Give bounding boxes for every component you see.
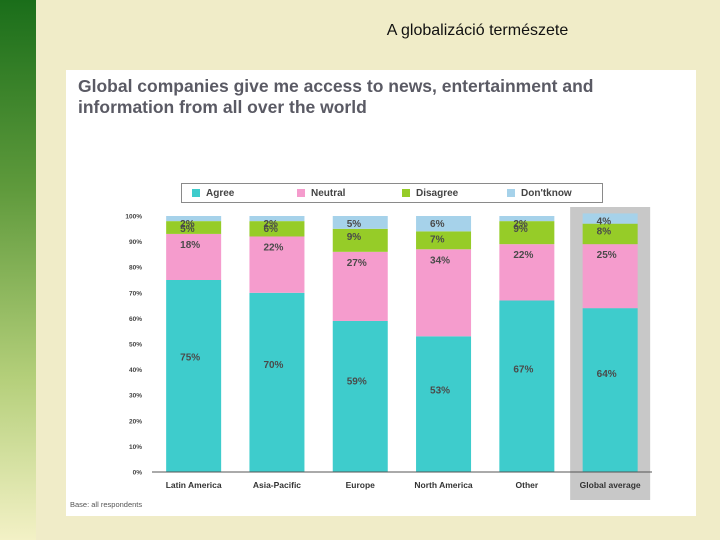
bar-data-label: 22%: [263, 242, 283, 253]
bar-segment: [332, 216, 388, 229]
legend-item-disagree: Disagree: [392, 188, 497, 199]
y-tick-label: 50%: [129, 342, 142, 349]
chart-legend: Agree Neutral Disagree Don'tknow: [181, 183, 603, 203]
bar-segment: [499, 300, 555, 472]
bar-data-label: 2%: [513, 219, 528, 230]
bar-segment: [249, 216, 305, 222]
bar-data-label: 22%: [513, 250, 533, 261]
bar-data-label: 59%: [347, 376, 367, 387]
chart-title: Global companies give me access to news,…: [78, 76, 594, 117]
bar-data-label: 8%: [597, 227, 612, 238]
bar-segment: [249, 292, 305, 472]
y-tick-label: 80%: [129, 265, 142, 272]
x-category-label: Europe: [346, 480, 376, 490]
x-category-label: North America: [414, 480, 473, 490]
bar-data-label: 4%: [597, 216, 612, 227]
bar-segment: [166, 216, 222, 222]
bar-data-label: 9%: [347, 232, 362, 243]
bar-data-label: 2%: [263, 219, 278, 230]
bar-data-label: 53%: [430, 385, 450, 396]
bar-segment: [416, 336, 472, 472]
bar-data-label: 2%: [180, 219, 195, 230]
bar-data-label: 5%: [180, 224, 195, 235]
bar-segment: [249, 236, 305, 293]
bar-data-label: 9%: [513, 224, 528, 235]
bar-segment: [499, 216, 555, 222]
slide-sidebar-gradient: [0, 0, 36, 540]
bar-data-label: 6%: [263, 224, 278, 235]
y-tick-label: 10%: [129, 444, 142, 451]
y-tick-label: 30%: [129, 393, 142, 400]
bar-segment: [582, 244, 638, 309]
x-category-label: Other: [516, 480, 539, 490]
bar-data-label: 34%: [430, 255, 450, 266]
bar-data-label: 75%: [180, 353, 200, 364]
legend-swatch-agree: [192, 189, 200, 197]
legend-label-neutral: Neutral: [311, 187, 346, 199]
legend-item-agree: Agree: [182, 188, 287, 199]
bar-data-label: 70%: [263, 360, 283, 371]
bar-segment: [416, 231, 472, 250]
bar-data-label: 64%: [597, 369, 617, 380]
y-tick-label: 70%: [129, 290, 142, 297]
bar-data-label: 6%: [430, 219, 445, 230]
legend-label-disagree: Disagree: [416, 187, 459, 199]
bar-data-label: 67%: [513, 365, 533, 376]
legend-swatch-neutral: [297, 189, 305, 197]
x-category-label: Global average: [580, 480, 641, 490]
bar-segment: [416, 249, 472, 337]
bar-segment: [249, 221, 305, 237]
bar-segment: [332, 320, 388, 472]
bar-data-label: 18%: [180, 240, 200, 251]
bar-segment: [166, 233, 222, 280]
bar-segment: [582, 213, 638, 224]
chart-footnote: Base: all respondents: [70, 500, 143, 509]
bar-segment: [582, 223, 638, 245]
y-tick-label: 20%: [129, 418, 142, 425]
bar-segment: [332, 228, 388, 252]
bar-segment: [499, 221, 555, 245]
y-tick-label: 100%: [125, 214, 142, 221]
bar-segment: [499, 244, 555, 301]
bar-data-label: 7%: [430, 234, 445, 245]
x-category-label: Asia-Pacific: [253, 480, 301, 490]
bar-segment: [166, 280, 222, 472]
legend-label-dont-know: Don'tknow: [521, 187, 572, 199]
bar-segment: [332, 251, 388, 321]
slide-title: A globalizáció természete: [386, 22, 569, 39]
legend-item-dont-know: Don'tknow: [497, 188, 602, 199]
stacked-bar-chart: 0% 10% 20% 30% 40% 50% 60% 70% 80% 90% 100% 75% 18% 5…: [125, 207, 652, 500]
bar-data-label: 5%: [347, 219, 362, 230]
x-category-label: Latin America: [166, 480, 222, 490]
chart-panel: Global companies give me access to news,…: [66, 70, 696, 516]
bar-data-label: 27%: [347, 258, 367, 269]
y-tick-label: 40%: [129, 367, 142, 374]
legend-swatch-dont-know: [507, 189, 515, 197]
legend-swatch-disagree: [402, 189, 410, 197]
y-tick-label: 0%: [133, 470, 143, 477]
bar-segment: [582, 308, 638, 472]
legend-label-agree: Agree: [206, 187, 235, 199]
y-tick-label: 90%: [129, 239, 142, 246]
bar-segment: [166, 221, 222, 234]
bar-data-label: 25%: [597, 250, 617, 261]
y-tick-label: 60%: [129, 316, 142, 323]
bar-segment: [416, 216, 472, 232]
legend-item-neutral: Neutral: [287, 188, 392, 199]
